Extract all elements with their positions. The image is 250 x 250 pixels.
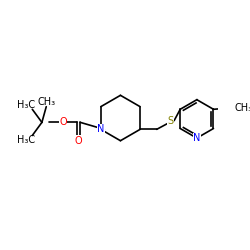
Text: O: O bbox=[75, 136, 82, 146]
Text: CH₃: CH₃ bbox=[37, 97, 55, 107]
Text: N: N bbox=[193, 133, 200, 143]
Text: S: S bbox=[168, 116, 174, 126]
Text: CH₃: CH₃ bbox=[234, 104, 250, 114]
Text: H₃C: H₃C bbox=[17, 100, 35, 110]
Text: O: O bbox=[59, 118, 67, 128]
Text: H₃C: H₃C bbox=[17, 135, 35, 145]
Text: N: N bbox=[97, 124, 104, 134]
